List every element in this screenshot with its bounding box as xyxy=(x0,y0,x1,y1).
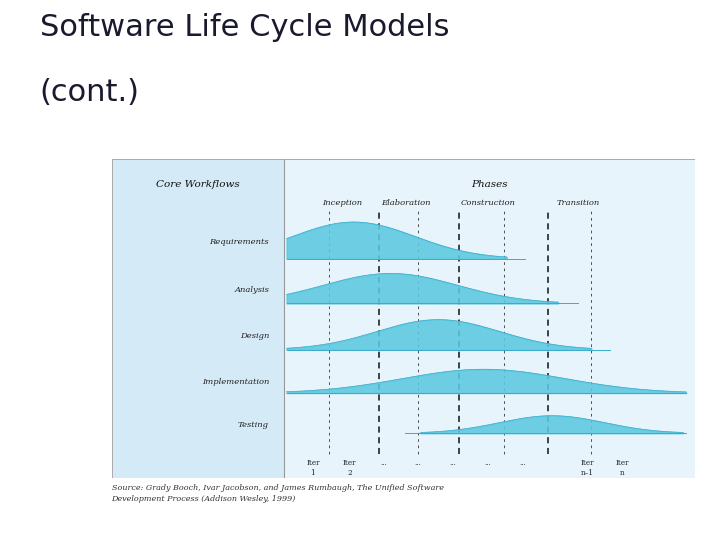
Text: Construction: Construction xyxy=(460,199,516,207)
Text: Core Workflows: Core Workflows xyxy=(156,180,240,189)
Text: Iter
n: Iter n xyxy=(615,460,629,477)
Text: Iter
2: Iter 2 xyxy=(343,460,356,477)
Text: Implementation: Implementation xyxy=(202,379,269,386)
Text: Inception: Inception xyxy=(322,199,362,207)
Text: Source: Grady Booch, Ivar Jacobson, and James Rumbaugh, The Unified Software
Dev: Source: Grady Booch, Ivar Jacobson, and … xyxy=(112,484,444,503)
Text: ...: ... xyxy=(380,460,387,468)
Text: ...: ... xyxy=(485,460,491,468)
Text: Software Life Cycle Models: Software Life Cycle Models xyxy=(40,14,449,43)
Text: Requirements: Requirements xyxy=(210,238,269,246)
Text: Phases: Phases xyxy=(471,180,508,189)
Text: 19: 19 xyxy=(7,134,23,144)
Text: Analysis: Analysis xyxy=(234,286,269,294)
Text: Iter
1: Iter 1 xyxy=(306,460,320,477)
Bar xyxy=(112,159,284,478)
Text: ...: ... xyxy=(449,460,456,468)
Text: Iter
n–1: Iter n–1 xyxy=(580,460,594,477)
Text: ...: ... xyxy=(415,460,421,468)
Text: Transition: Transition xyxy=(557,199,600,207)
Text: Testing: Testing xyxy=(238,421,269,429)
Text: Design: Design xyxy=(240,332,269,340)
Text: ...: ... xyxy=(519,460,526,468)
Text: Elaboration: Elaboration xyxy=(382,199,431,207)
Text: (cont.): (cont.) xyxy=(40,78,140,107)
